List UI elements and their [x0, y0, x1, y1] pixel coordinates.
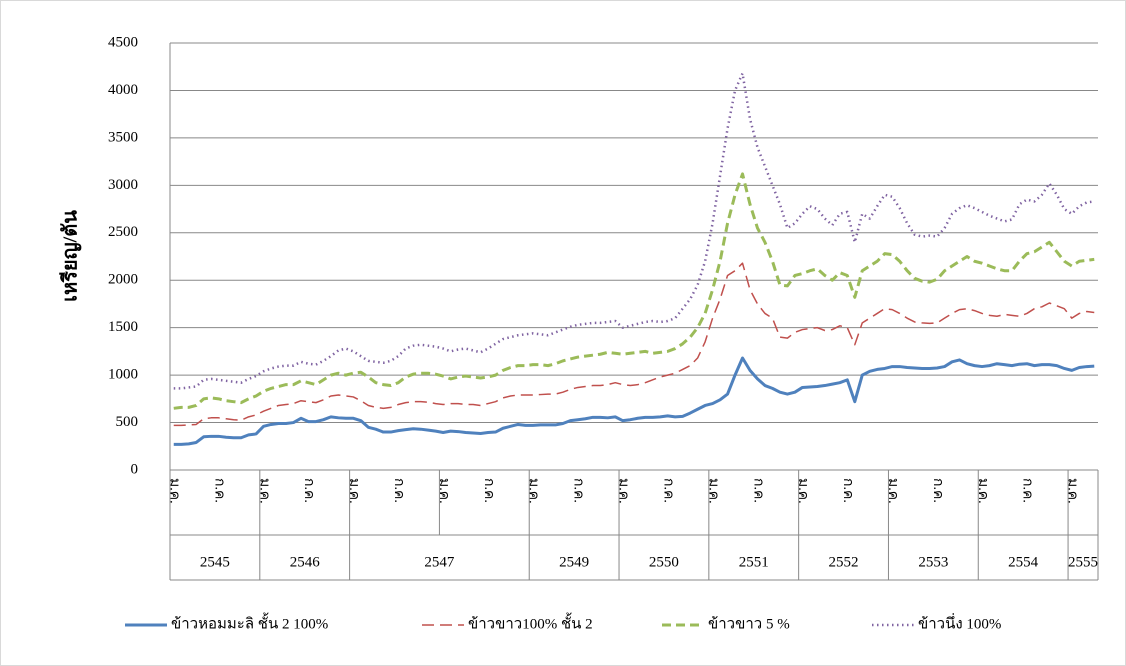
x-group-label: 2555 — [1068, 554, 1098, 570]
y-tick-label: 2500 — [108, 224, 138, 240]
y-tick-label: 2000 — [108, 272, 138, 288]
x-tick-label: ก.ค. — [211, 478, 226, 503]
x-tick-label: ม.ค. — [705, 478, 720, 504]
x-group-label: 2546 — [290, 554, 321, 570]
x-tick-label: ม.ค. — [795, 478, 810, 504]
x-tick-label: ก.ค. — [750, 478, 765, 503]
x-group-label: 2547 — [424, 554, 455, 570]
x-tick-label: ก.ค. — [930, 478, 945, 503]
x-tick-label: ม.ค. — [1065, 478, 1080, 504]
y-tick-label: 3500 — [108, 129, 138, 145]
x-tick-label: ก.ค. — [301, 478, 316, 503]
x-group-label: 2552 — [829, 554, 859, 570]
x-tick-label: ม.ค. — [346, 478, 361, 504]
x-tick-label: ก.ค. — [481, 478, 496, 503]
x-group-label: 2550 — [649, 554, 679, 570]
x-tick-label: ก.ค. — [1020, 478, 1035, 503]
x-tick-label: ม.ค. — [885, 478, 900, 504]
x-tick-label: ก.ค. — [571, 478, 586, 503]
legend-label: ข้าวขาว100% ชั้น 2 — [468, 612, 593, 632]
legend-label: ข้าวขาว 5 % — [708, 615, 790, 632]
x-tick-label: ม.ค. — [975, 478, 990, 504]
y-axis-label: เหรียญ/ตัน — [59, 210, 82, 302]
x-tick-label: ก.ค. — [840, 478, 855, 503]
y-tick-label: 3000 — [108, 177, 138, 193]
y-tick-label: 4500 — [108, 34, 138, 50]
series-line — [173, 72, 1095, 390]
x-group-label: 2553 — [918, 554, 948, 570]
y-tick-label: 500 — [116, 414, 139, 430]
series-line — [173, 262, 1095, 427]
x-tick-label: ม.ค. — [167, 478, 182, 504]
x-tick-label: ก.ค. — [391, 478, 406, 503]
x-group-label: 2545 — [200, 554, 230, 570]
series-line — [173, 172, 1095, 410]
y-tick-label: 1000 — [108, 367, 138, 383]
x-tick-label: ม.ค. — [616, 478, 631, 504]
x-group-label: 2549 — [559, 554, 589, 570]
x-tick-label: ม.ค. — [256, 478, 271, 504]
y-tick-label: 4000 — [108, 82, 138, 98]
y-tick-label: 0 — [131, 461, 139, 477]
legend-label: ข้าวนึ่ง 100% — [918, 612, 1001, 632]
x-group-label: 2554 — [1008, 554, 1039, 570]
y-tick-label: 1500 — [108, 319, 138, 335]
x-tick-label: ม.ค. — [436, 478, 451, 504]
x-group-label: 2551 — [739, 554, 769, 570]
x-tick-label: ก.ค. — [660, 478, 675, 503]
x-tick-label: ม.ค. — [526, 478, 541, 504]
legend-label: ข้าวหอมมะลิ ชั้น 2 100% — [171, 612, 328, 632]
series-line — [173, 356, 1095, 446]
